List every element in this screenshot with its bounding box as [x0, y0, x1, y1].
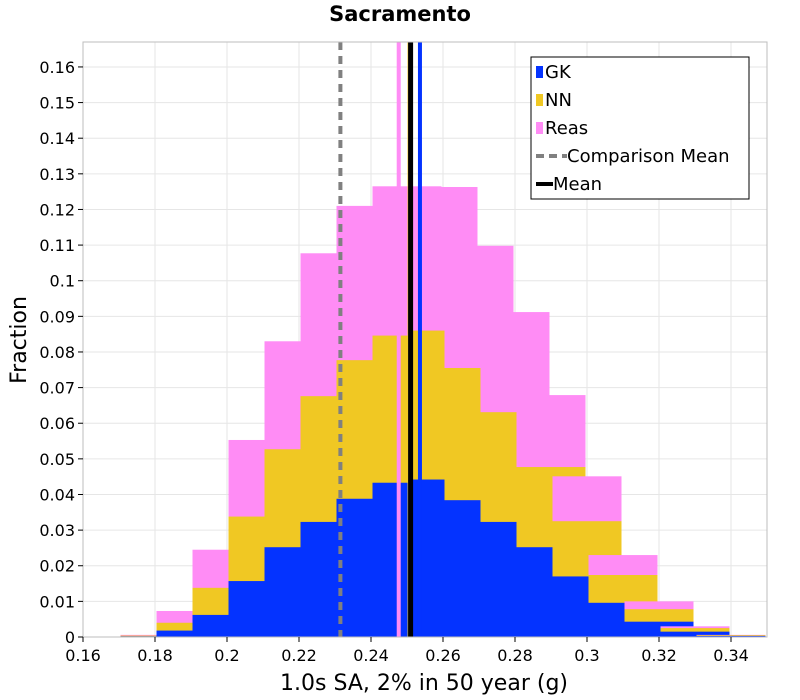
plot-frame — [82, 41, 768, 638]
legend-label: Reas — [545, 118, 588, 139]
y-tick-label: 0.11 — [39, 236, 75, 255]
axis-ticks: 0.16 0.18 0.2 0.22 0.24 0.26 0.28 0.3 0.32 0.3400… — [39, 58, 748, 665]
x-tick-label: 0.3 — [574, 646, 599, 665]
y-tick-label: 0.16 — [39, 58, 75, 77]
x-tick-label: 0.22 — [281, 646, 317, 665]
legend-swatch-nn — [536, 94, 543, 106]
y-tick-label: 0.04 — [39, 485, 75, 504]
x-tick-label: 0.24 — [353, 646, 389, 665]
legend-swatch-reas — [536, 122, 543, 134]
mean-lines — [338, 42, 422, 637]
y-tick-label: 0 — [65, 628, 75, 647]
y-tick-label: 0.03 — [39, 521, 75, 540]
y-tick-label: 0.01 — [39, 592, 75, 611]
x-axis-label: 1.0s SA, 2% in 50 year (g) — [280, 671, 568, 696]
y-tick-label: 0.05 — [39, 450, 75, 469]
x-tick-label: 0.18 — [137, 646, 173, 665]
legend-box — [530, 56, 750, 200]
x-tick-label: 0.34 — [713, 646, 749, 665]
y-tick-label: 0.06 — [39, 414, 75, 433]
bar-gk — [660, 631, 730, 637]
legend-label: GK — [545, 62, 572, 83]
y-axis-label: Fraction — [7, 296, 32, 384]
legend-label: NN — [545, 90, 572, 111]
x-tick-label: 0.2 — [214, 646, 239, 665]
bar-gk — [696, 635, 766, 637]
plot-border — [82, 41, 768, 638]
legend-label: Mean — [553, 174, 602, 195]
y-tick-label: 0.07 — [39, 379, 75, 398]
y-tick-label: 0.13 — [39, 165, 75, 184]
y-tick-label: 0.14 — [39, 129, 75, 148]
legend: GK NN Reas Comparison Mean Mean — [530, 56, 750, 200]
y-tick-label: 0.02 — [39, 557, 75, 576]
legend-swatch-gk — [536, 66, 543, 78]
x-tick-label: 0.16 — [65, 646, 101, 665]
bar-gk — [156, 630, 226, 637]
y-tick-label: 0.1 — [50, 272, 75, 291]
x-tick-label: 0.32 — [641, 646, 677, 665]
x-tick-label: 0.26 — [425, 646, 461, 665]
y-tick-label: 0.15 — [39, 94, 75, 113]
x-tick-label: 0.28 — [497, 646, 533, 665]
legend-label: Comparison Mean — [567, 146, 730, 167]
y-tick-label: 0.08 — [39, 343, 75, 362]
y-tick-label: 0.09 — [39, 307, 75, 326]
y-tick-label: 0.12 — [39, 200, 75, 219]
chart-title: Sacramento — [329, 2, 471, 26]
